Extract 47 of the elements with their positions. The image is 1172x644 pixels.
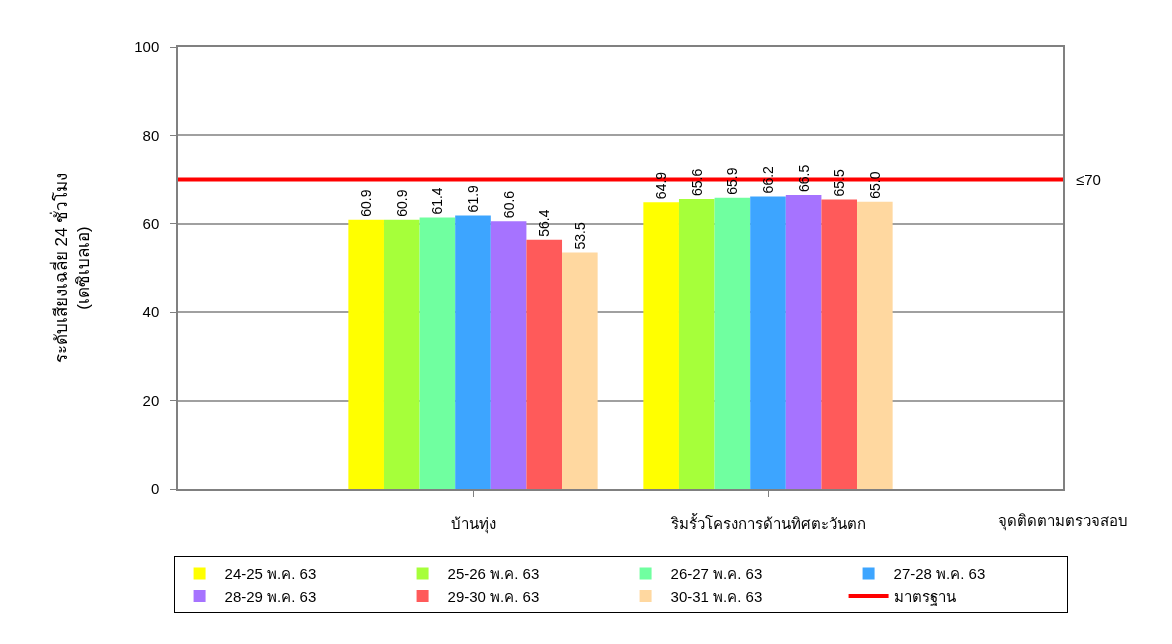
bar [490,221,527,489]
bar [562,252,598,489]
y-tick-label: 60 [142,215,160,233]
data-label: 66.2 [760,165,776,194]
bar [857,201,893,489]
y-axis-title: ระดับเสียงเฉลี่ย 24 ชั่วโมง (เดซิเบลเอ) [49,172,94,364]
y-tick-label: 20 [142,391,160,409]
legend-label: 28-29 พ.ค. 63 [224,587,317,605]
legend-label: มาตรฐาน [893,587,956,606]
legend-label: 25-26 พ.ค. 63 [447,565,540,583]
bar [821,199,858,489]
data-label: 60.9 [358,189,375,217]
y-tick-label: 0 [150,480,160,498]
data-label: 56.4 [536,209,553,237]
bar [750,196,786,489]
data-label: 53.5 [571,222,588,250]
bar [419,217,456,489]
legend-label: 24-25 พ.ค. 63 [224,565,317,583]
y-tick-label: 80 [142,126,160,144]
text: ≤70 [1076,171,1101,188]
data-label: 61.4 [429,187,446,215]
bar [455,215,491,489]
data-label: 60.9 [393,189,410,217]
x-tick-label: บ้านทุ่ง [450,514,496,534]
bar [643,202,679,489]
data-label: 65.5 [831,169,848,197]
x-axis-title: จุดติดตามตรวจสอบ [998,512,1128,531]
legend-label: 30-31 พ.ค. 63 [670,587,763,605]
legend-label: 27-28 พ.ค. 63 [893,565,986,583]
data-label: 65.0 [866,171,883,199]
data-label: 60.6 [500,190,517,219]
data-label: 66.5 [795,164,812,193]
y-tick-label: 100 [134,38,160,56]
bar [348,219,384,489]
legend-label: 29-30 พ.ค. 63 [447,587,540,605]
bar [678,199,715,489]
x-tick-label: ริมรั้วโครงการด้านทิศตะวันตก [669,512,866,532]
data-label: 61.9 [465,184,481,213]
data-label: 65.9 [724,167,741,195]
bar [383,219,420,489]
bar [714,197,751,489]
bar [785,195,822,489]
data-label: 65.6 [688,168,705,197]
data-label: 64.9 [653,171,670,200]
y-tick-label: 40 [142,303,160,321]
bar [526,239,563,489]
legend-label: 26-27 พ.ค. 63 [670,565,763,583]
